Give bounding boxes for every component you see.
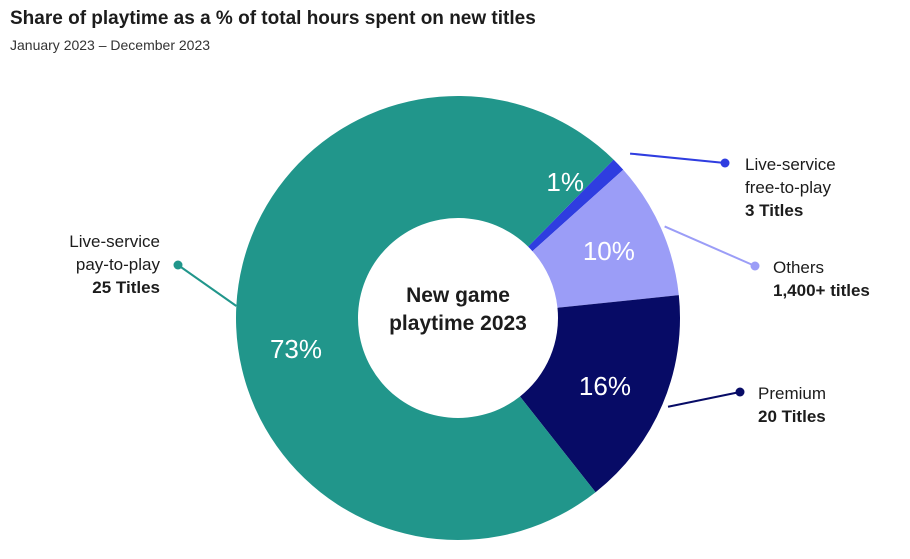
slice-premium: [519, 295, 680, 493]
slice-p2p: [236, 96, 614, 540]
leader-dot-others: [750, 261, 760, 271]
leader-dot-f2p: [720, 158, 730, 168]
leader-line-premium: [667, 391, 741, 408]
legend-name-others-1: Others: [773, 258, 824, 277]
slice-label-f2p: 1%: [546, 167, 584, 197]
slice-label-others: 10%: [583, 236, 635, 266]
legend-name-f2p-1: Live-service: [745, 155, 836, 174]
legend-name-f2p-2: free-to-play: [745, 178, 831, 197]
leader-line-p2p: [177, 264, 237, 307]
center-label-line-2: playtime 2023: [389, 312, 527, 335]
legend-leaders: [173, 152, 760, 408]
legend-count-others: 1,400+ titles: [773, 281, 870, 300]
legend-count-premium: 20 Titles: [758, 407, 826, 426]
leader-line-f2p: [629, 152, 726, 164]
legend-name-premium-1: Premium: [758, 384, 826, 403]
leader-line-others: [664, 225, 756, 267]
leader-dot-premium: [735, 387, 745, 397]
legend-name-p2p-2: pay-to-play: [76, 255, 161, 274]
chart-title: Share of playtime as a % of total hours …: [10, 8, 536, 29]
slice-label-p2p: 73%: [270, 334, 322, 364]
slice-label-premium: 16%: [579, 371, 631, 401]
legend-count-p2p: 25 Titles: [92, 278, 160, 297]
donut-slices: [236, 96, 680, 540]
slice-f2p: [528, 159, 624, 252]
slice-others: [532, 169, 679, 308]
legend: Live-service free-to-play 3 Titles Others 1,…: [69, 155, 870, 426]
center-label-line-1: New game: [406, 284, 510, 307]
chart-subtitle: January 2023 – December 2023: [10, 37, 211, 53]
legend-name-p2p-1: Live-service: [69, 232, 160, 251]
legend-count-f2p: 3 Titles: [745, 201, 803, 220]
slice-labels: 1% 10% 16% 73%: [270, 167, 635, 401]
leader-dot-p2p: [173, 260, 183, 270]
